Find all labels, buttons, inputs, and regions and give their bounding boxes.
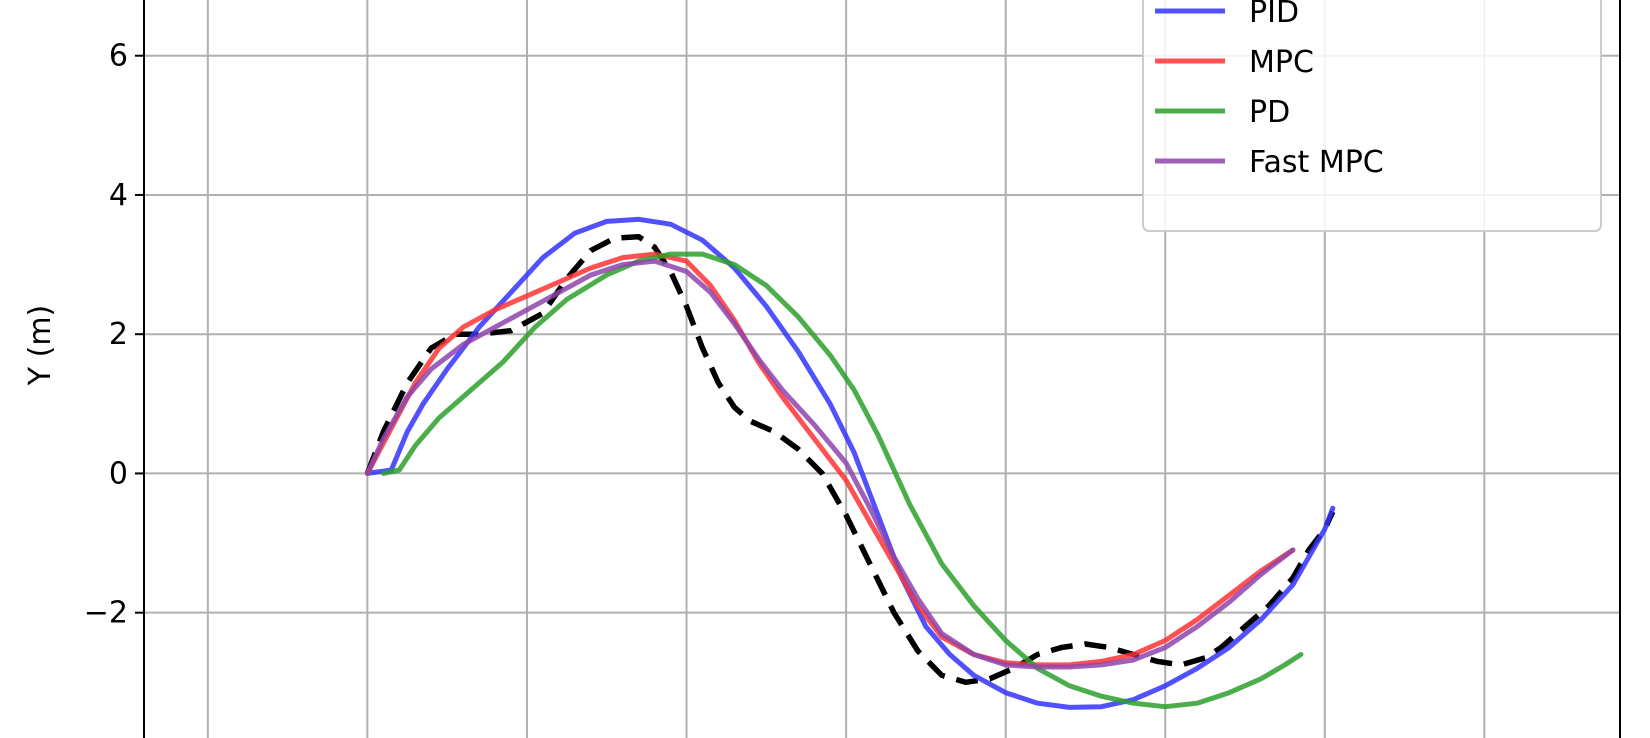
series-lines [364, 216, 1336, 710]
y-axis-label: Y (m) [23, 305, 58, 387]
legend-label-pd: PD [1249, 95, 1290, 130]
y-tick-label-4: 6 [109, 39, 128, 74]
y-axis-ticks: −2 0 2 4 6 [84, 39, 144, 631]
legend-frame [1142, 0, 1602, 232]
legend: PID MPC PD Fast MPC [1142, 0, 1602, 232]
y-tick-label-1: 0 [109, 456, 128, 491]
y-tick-label-0: −2 [84, 596, 128, 631]
series-line-mpc [364, 251, 1296, 668]
series-line-pd [380, 251, 1304, 710]
y-tick-label-3: 4 [109, 178, 128, 213]
series-line-reference [364, 233, 1336, 686]
legend-label-mpc: MPC [1249, 45, 1314, 80]
legend-label-fast-mpc: Fast MPC [1249, 145, 1384, 180]
legend-label-pid: PID [1249, 0, 1299, 30]
series-line-pid [364, 216, 1336, 710]
y-tick-label-2: 2 [109, 317, 128, 352]
series-line-fast-mpc [364, 258, 1296, 670]
